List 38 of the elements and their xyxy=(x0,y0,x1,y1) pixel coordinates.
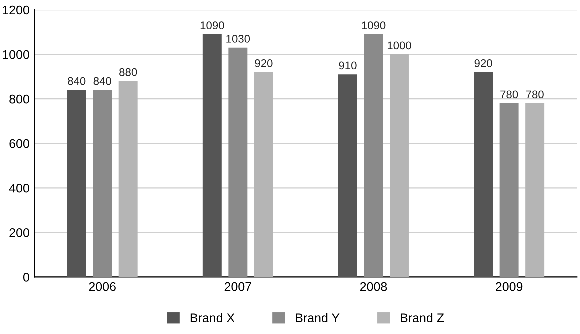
x-tick-label: 2008 xyxy=(360,282,388,292)
bar xyxy=(526,104,545,278)
bar xyxy=(202,34,222,278)
y-tick-label: 200 xyxy=(10,228,30,238)
data-label: 780 xyxy=(500,90,518,99)
data-label: 780 xyxy=(526,90,544,99)
bar xyxy=(474,72,494,278)
data-label: 910 xyxy=(339,62,357,70)
bar xyxy=(364,34,384,278)
data-label: 920 xyxy=(474,60,492,68)
y-tick-label: 1200 xyxy=(3,6,30,15)
data-label: 1090 xyxy=(200,22,224,30)
y-tick-label: 600 xyxy=(10,139,30,148)
bar xyxy=(338,74,358,278)
legend-label: Brand X xyxy=(190,313,235,323)
y-tick-label: 0 xyxy=(23,273,30,282)
data-label: 1030 xyxy=(226,35,250,43)
data-label: 1090 xyxy=(362,22,386,30)
bar xyxy=(228,48,248,278)
bar xyxy=(93,90,112,278)
legend-label: Brand Y xyxy=(296,313,340,323)
bar xyxy=(500,104,519,278)
x-tick-label: 2009 xyxy=(496,282,523,292)
data-label: 880 xyxy=(120,68,138,76)
data-label: 920 xyxy=(255,60,273,68)
bar xyxy=(67,90,86,278)
data-label: 840 xyxy=(94,77,112,86)
y-tick-label: 1000 xyxy=(3,50,30,60)
bar xyxy=(118,81,138,278)
y-tick-label: 400 xyxy=(9,184,30,193)
data-label: 1000 xyxy=(388,42,412,50)
bar xyxy=(254,72,274,278)
bar xyxy=(390,54,409,278)
x-tick-label: 2006 xyxy=(89,282,116,292)
x-tick-label: 2007 xyxy=(224,282,252,292)
legend-label: Brand Z xyxy=(401,313,444,323)
y-tick-label: 800 xyxy=(10,94,30,104)
data-label: 840 xyxy=(68,77,86,86)
